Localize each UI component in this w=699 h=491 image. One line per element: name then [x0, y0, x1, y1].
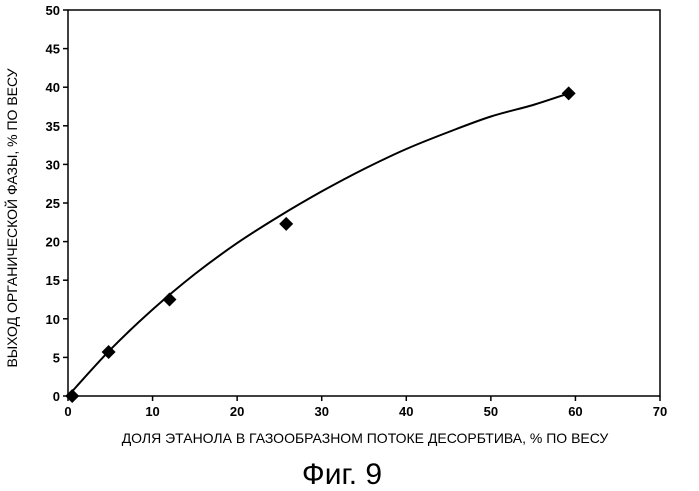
x-tick-label: 0 [64, 404, 71, 419]
data-point-marker [279, 216, 294, 231]
y-tick-label: 45 [46, 42, 60, 57]
y-tick-label: 30 [46, 157, 60, 172]
data-point-marker [162, 292, 177, 307]
y-axis-title: ВЫХОД ОРГАНИЧЕСКОЙ ФАЗЫ, % ПО ВЕСУ [3, 68, 20, 367]
y-axis-ticks: 0 5 10 15 20 25 30 35 40 45 50 [46, 3, 68, 404]
x-tick-label: 10 [145, 404, 159, 419]
x-tick-label: 30 [314, 404, 328, 419]
figure-caption: Фиг. 9 [302, 458, 382, 491]
x-tick-label: 50 [484, 404, 498, 419]
y-tick-label: 25 [46, 196, 60, 211]
y-tick-label: 10 [46, 312, 60, 327]
x-tick-label: 40 [399, 404, 413, 419]
y-tick-label: 15 [46, 273, 60, 288]
x-tick-label: 20 [230, 404, 244, 419]
y-tick-label: 5 [53, 350, 60, 365]
y-tick-label: 50 [46, 3, 60, 18]
y-tick-label: 0 [53, 389, 60, 404]
x-tick-label: 60 [568, 404, 582, 419]
data-point-marker [561, 86, 576, 101]
y-tick-label: 20 [46, 235, 60, 250]
x-axis-ticks: 0 10 20 30 40 50 60 70 [64, 396, 667, 419]
data-point-marker [65, 389, 80, 403]
trendline [67, 92, 570, 397]
x-tick-label: 70 [653, 404, 667, 419]
y-tick-label: 35 [46, 119, 60, 134]
data-points [65, 86, 576, 403]
y-tick-label: 40 [46, 80, 60, 95]
plot-area [67, 9, 661, 397]
x-axis-title: ДОЛЯ ЭТАНОЛА В ГАЗООБРАЗНОМ ПОТОКЕ ДЕСОР… [122, 430, 609, 446]
data-point-marker [101, 344, 116, 359]
